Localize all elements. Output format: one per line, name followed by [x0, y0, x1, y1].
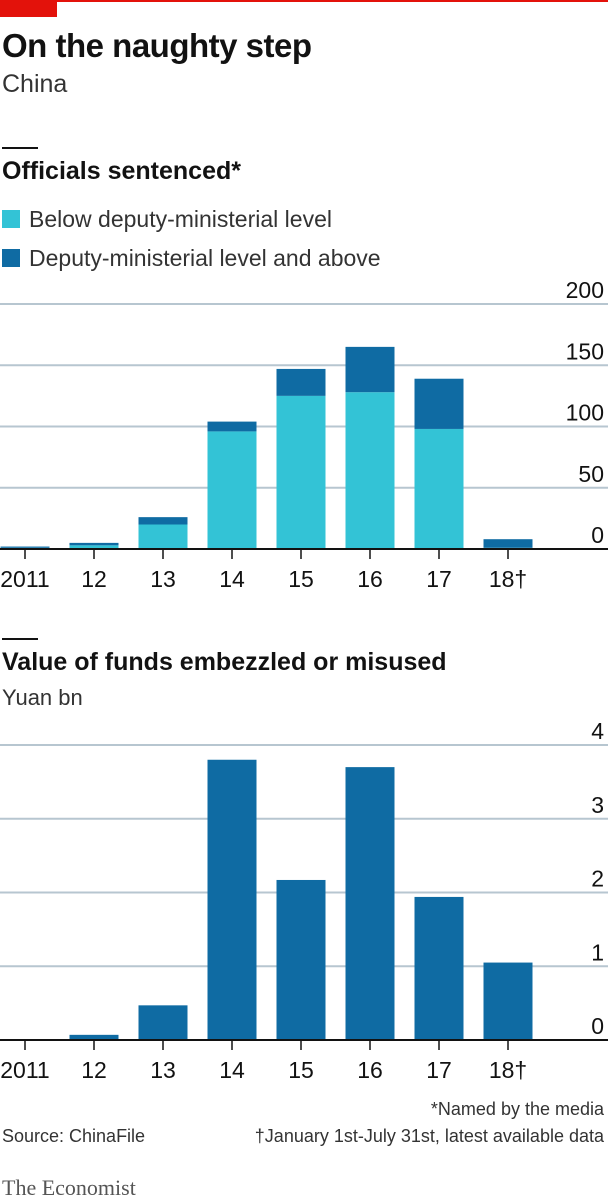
- legend-swatch-light: [2, 210, 20, 228]
- legend-label: Deputy-ministerial level and above: [29, 244, 381, 271]
- bar-segment: [69, 1034, 119, 1040]
- bar-segment: [414, 896, 464, 1040]
- chart1-title: Officials sentenced*: [2, 157, 241, 185]
- y-tick-label: 3: [591, 792, 604, 818]
- brand-red-tab: [0, 0, 57, 17]
- brand-red-rule: [57, 0, 608, 2]
- bar-segment: [0, 546, 50, 548]
- footnote-date: †January 1st-July 31st, latest available…: [254, 1126, 604, 1146]
- bar-segment: [276, 368, 326, 396]
- officials-sentenced-chart: 0 50 100 150 200 2011 12 13 14 15 16 17 18†: [0, 277, 608, 592]
- brand-logo: The Economist: [2, 1175, 136, 1200]
- chart1-title-rule: [2, 147, 38, 149]
- x-tick-label: 15: [288, 1057, 314, 1083]
- bar-segment: [345, 392, 395, 549]
- y-tick-label: 150: [566, 338, 604, 364]
- source-note: Source: ChinaFile: [2, 1126, 146, 1146]
- bar-segment: [138, 524, 188, 549]
- bar-segment: [276, 879, 326, 1040]
- y-tick-label: 100: [566, 400, 604, 426]
- chart2-title: Value of funds embezzled or misused: [2, 648, 447, 676]
- legend-swatch-dark: [2, 249, 20, 267]
- page-subtitle: China: [2, 70, 68, 98]
- chart2-title-rule: [2, 638, 38, 640]
- legend-item-deputy-and-above: Deputy-ministerial level and above: [2, 245, 381, 271]
- footnote-media: *Named by the media: [430, 1099, 604, 1119]
- bar-segment: [69, 545, 119, 549]
- x-tick-label: 17: [426, 566, 452, 592]
- bar-segment: [138, 1005, 188, 1040]
- bar-segment: [414, 428, 464, 549]
- y-tick-label: 0: [591, 522, 604, 548]
- page-title: On the naughty step: [2, 27, 312, 64]
- bar-segment: [138, 517, 188, 525]
- bar-segment: [345, 346, 395, 393]
- x-tick-label: 17: [426, 1057, 452, 1083]
- x-tick-label: 2011: [0, 566, 49, 592]
- y-tick-label: 50: [578, 461, 604, 487]
- bar-segment: [483, 962, 533, 1040]
- x-tick-label: 12: [81, 566, 107, 592]
- x-tick-label: 13: [150, 1057, 176, 1083]
- chart2-unit: Yuan bn: [2, 685, 83, 710]
- x-tick-label: 15: [288, 566, 314, 592]
- y-tick-label: 2: [591, 866, 604, 892]
- y-tick-label: 200: [566, 277, 604, 303]
- x-tick-label: 14: [219, 1057, 245, 1083]
- bar-segment: [69, 542, 119, 546]
- x-tick-label: 16: [357, 566, 383, 592]
- bar-segment: [207, 759, 257, 1040]
- legend-item-below-deputy: Below deputy-ministerial level: [2, 206, 332, 232]
- x-tick-label: 2011: [0, 1057, 49, 1083]
- bar-segment: [207, 431, 257, 549]
- x-tick-label: 12: [81, 1057, 107, 1083]
- x-tick-label: 16: [357, 1057, 383, 1083]
- x-tick-label: 14: [219, 566, 245, 592]
- bar-segment: [276, 395, 326, 549]
- x-tick-label: 13: [150, 566, 176, 592]
- x-tick-label: 18†: [489, 1057, 527, 1083]
- legend-label: Below deputy-ministerial level: [29, 205, 332, 232]
- y-tick-label: 4: [591, 718, 604, 744]
- y-tick-label: 1: [591, 939, 604, 965]
- bar-segment: [207, 421, 257, 432]
- x-tick-label: 18†: [489, 566, 527, 592]
- bar-segment: [414, 378, 464, 429]
- bar-segment: [345, 767, 395, 1040]
- y-tick-label: 0: [591, 1013, 604, 1039]
- bar-segment: [483, 539, 533, 548]
